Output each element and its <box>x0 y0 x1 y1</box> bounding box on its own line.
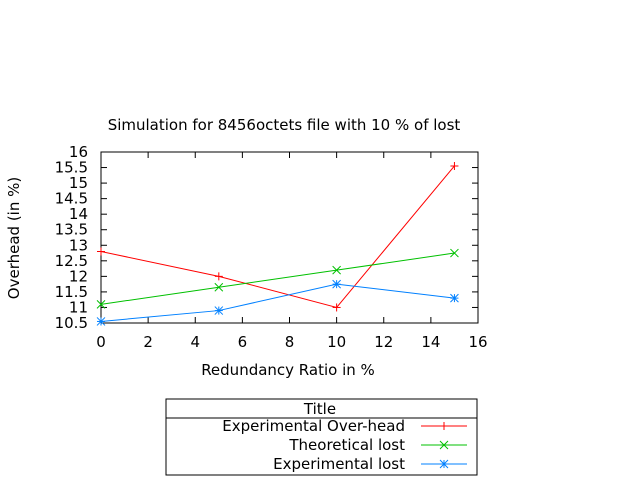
legend-label: Theoretical lost <box>288 436 405 454</box>
x-tick-label: 16 <box>468 333 487 351</box>
x-tick-label: 14 <box>421 333 440 351</box>
y-tick-label: 11 <box>69 298 88 316</box>
data-point <box>214 272 223 281</box>
legend-box <box>165 398 478 476</box>
x-tick-label: 10 <box>327 333 346 351</box>
y-tick-label: 14.5 <box>55 190 88 208</box>
data-point <box>450 293 459 303</box>
y-tick-label: 10.5 <box>55 314 88 332</box>
y-tick-label: 11.5 <box>55 283 88 301</box>
legend: Title Experimental Over-headTheoretical … <box>165 398 478 476</box>
data-point <box>96 317 106 326</box>
legend-title: Title <box>303 400 336 418</box>
plot-frame <box>100 151 479 324</box>
data-point <box>214 306 224 315</box>
data-point <box>332 265 341 275</box>
data-point <box>214 282 224 292</box>
x-tick-label: 4 <box>190 333 200 351</box>
axis-ticks: 0 2 4 6 8 10 12 14 1610.51111.51212.51313.51414.… <box>55 143 488 351</box>
y-tick-label: 15.5 <box>55 159 88 177</box>
y-axis-title: Overhead (in %) <box>5 177 23 299</box>
data-point <box>332 303 341 312</box>
y-tick-label: 13.5 <box>55 221 88 239</box>
legend-label: Experimental lost <box>273 455 405 473</box>
y-tick-label: 15 <box>69 174 88 192</box>
series-line-2 <box>100 283 455 322</box>
data-point <box>450 161 459 170</box>
data-point <box>96 299 106 309</box>
series-points <box>96 161 459 326</box>
series-lines <box>100 165 455 322</box>
y-tick-label: 13 <box>69 236 88 254</box>
legend-label: Experimental Over-head <box>222 417 405 435</box>
x-tick-label: 2 <box>143 333 153 351</box>
x-tick-label: 8 <box>285 333 295 351</box>
legend-swatch-marker <box>439 459 449 469</box>
x-tick-label: 6 <box>238 333 248 351</box>
x-tick-label: 12 <box>374 333 393 351</box>
legend-swatch-marker <box>440 422 448 430</box>
y-tick-label: 16 <box>69 143 88 161</box>
y-tick-label: 12.5 <box>55 252 88 270</box>
x-tick-label: 0 <box>96 333 106 351</box>
data-point <box>332 279 341 289</box>
y-tick-label: 14 <box>69 205 88 223</box>
series-line-0 <box>100 165 455 309</box>
data-point <box>97 247 105 256</box>
chart-title: Simulation for 8456octets file with 10 %… <box>108 116 461 134</box>
data-point <box>450 248 459 258</box>
y-tick-label: 12 <box>69 267 88 285</box>
legend-swatch-marker <box>439 440 449 450</box>
x-axis-title: Redundancy Ratio in % <box>201 361 375 379</box>
series-line-1 <box>100 252 455 305</box>
